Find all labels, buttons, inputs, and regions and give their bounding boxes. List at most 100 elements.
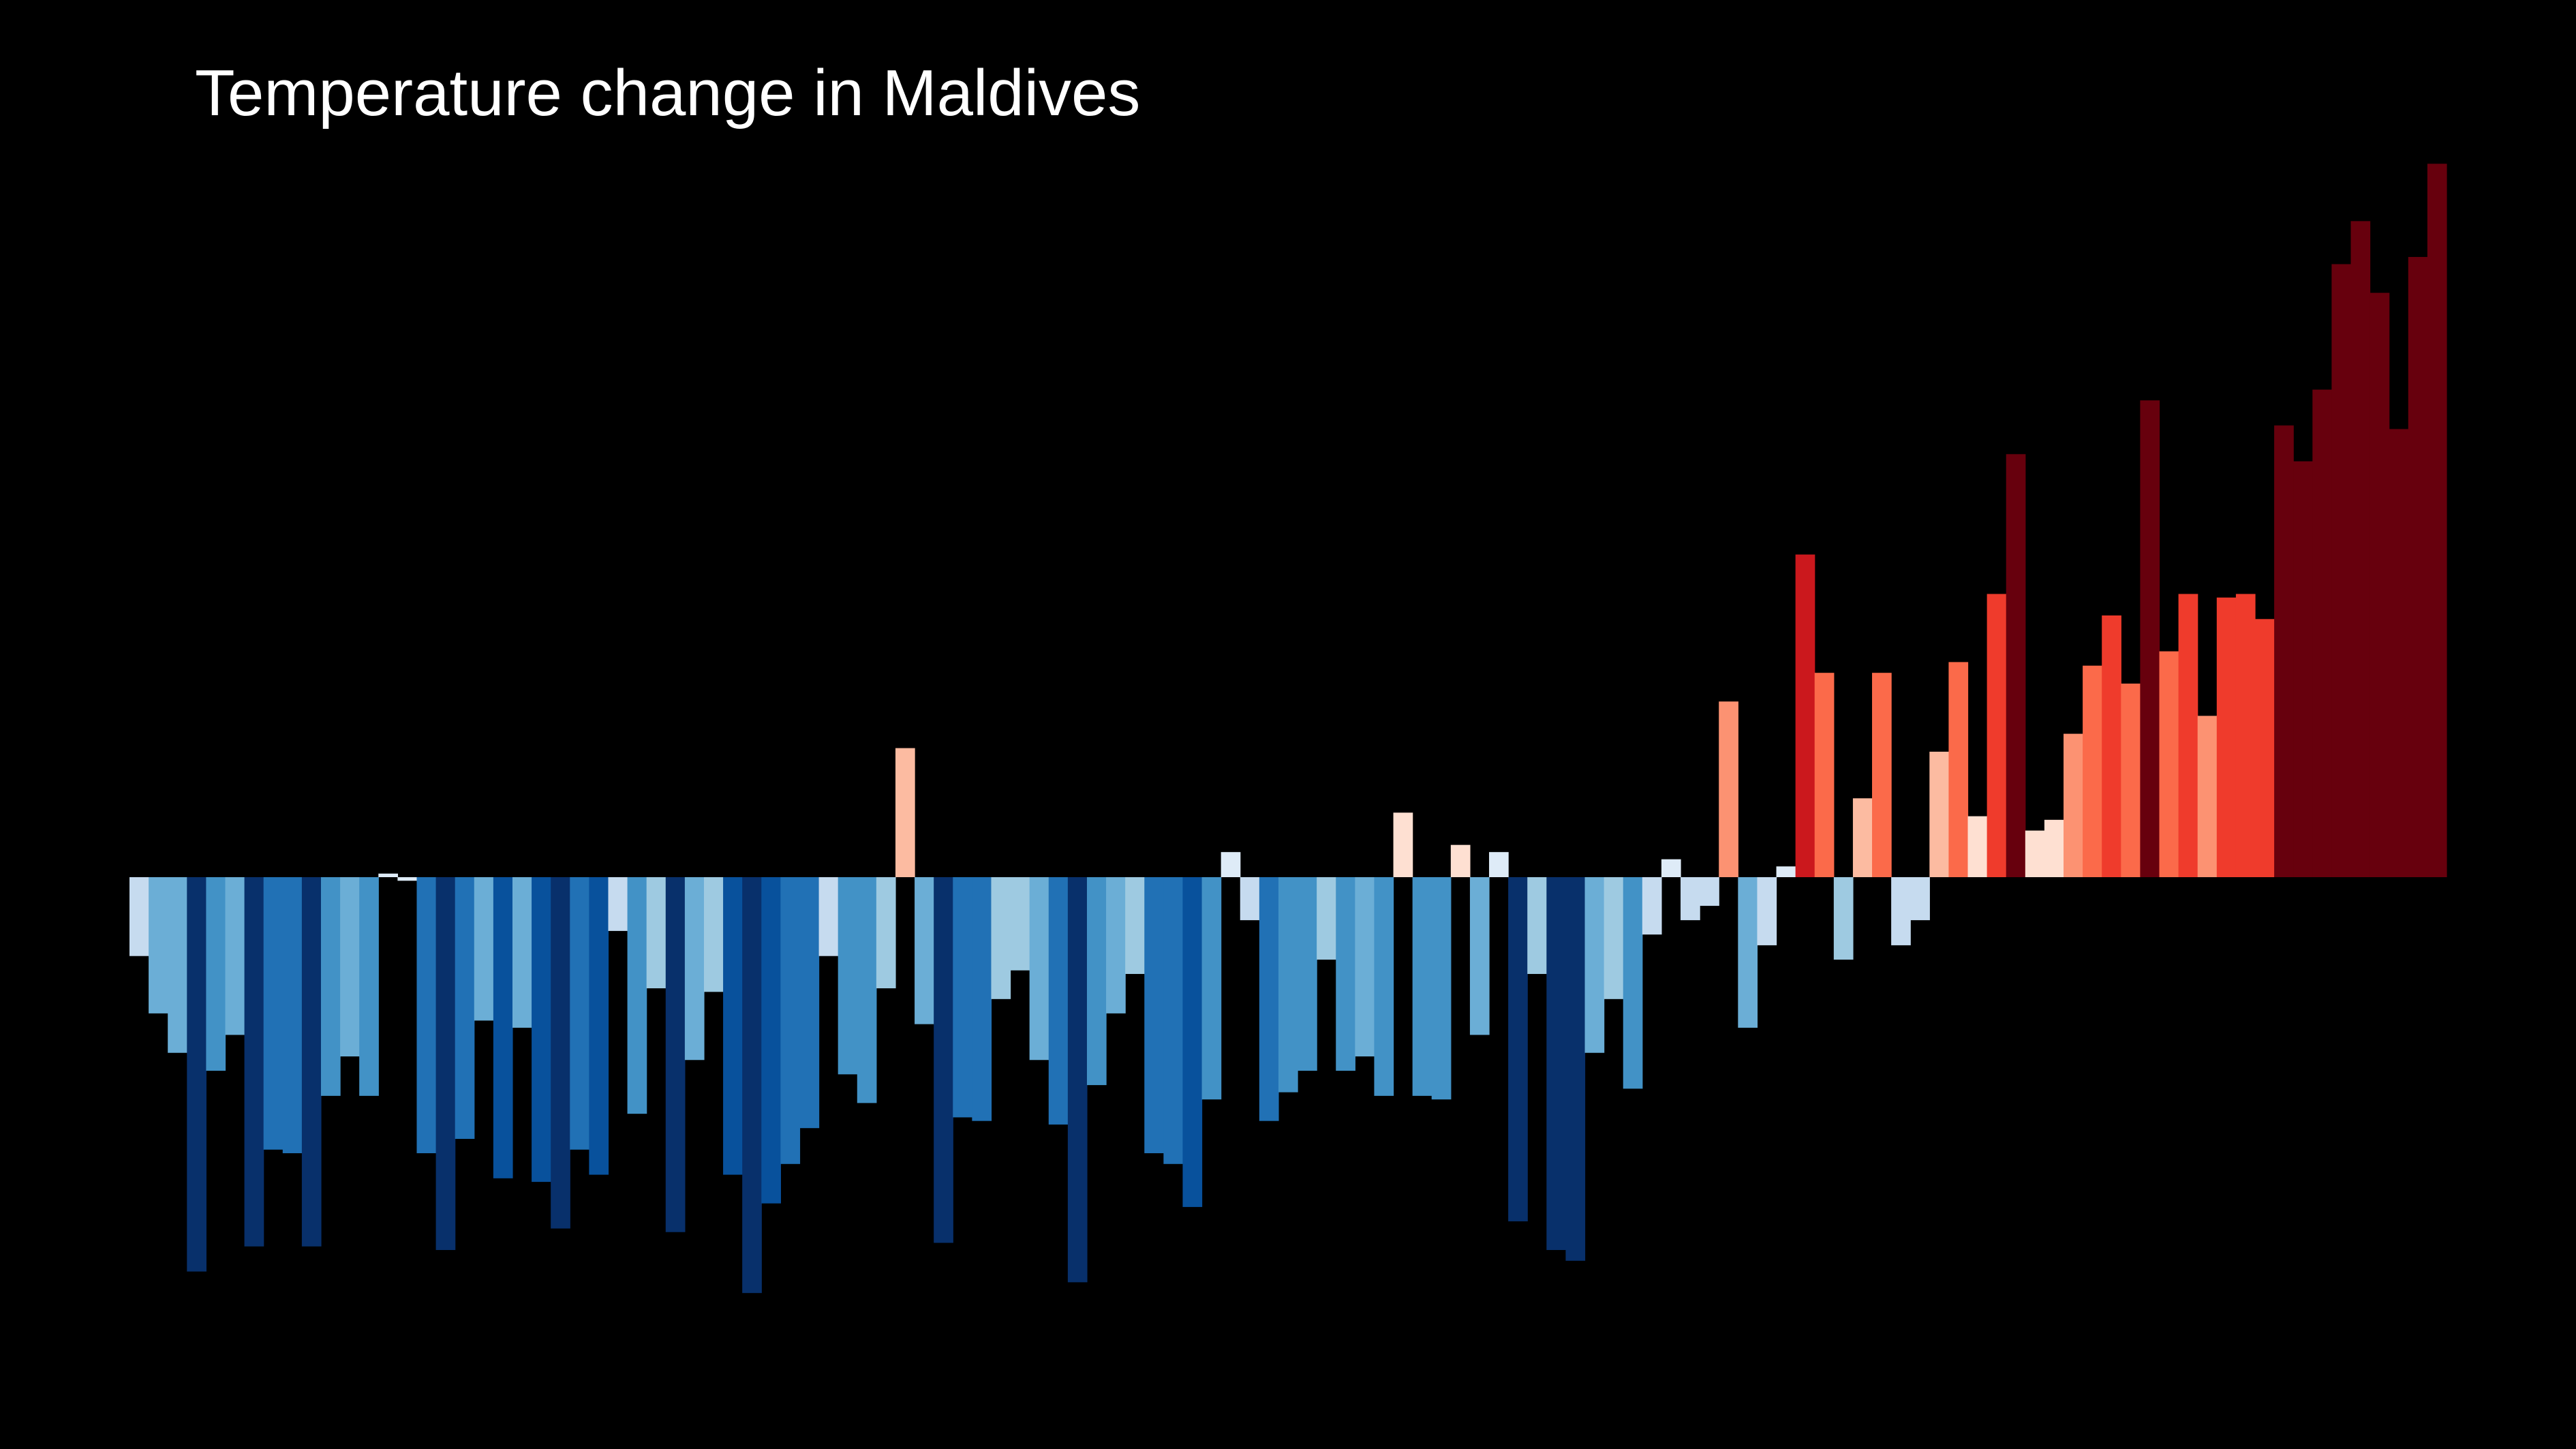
bar-2 (149, 877, 168, 1013)
bar-5 (206, 877, 226, 1071)
bar-46 (991, 877, 1011, 999)
bar-19 (474, 877, 494, 1021)
bar-104 (2102, 615, 2121, 877)
bar-16 (416, 877, 437, 1154)
bar-48 (1029, 877, 1049, 1061)
bar-41 (895, 748, 915, 877)
bar-100 (2025, 830, 2045, 877)
bar-93 (1891, 877, 1911, 945)
bar-18 (455, 877, 475, 1139)
bar-52 (1106, 877, 1126, 1013)
bar-106 (2140, 400, 2160, 877)
bar-51 (1086, 877, 1107, 1086)
bar-66 (1374, 877, 1394, 1096)
bar-116 (2331, 264, 2352, 877)
bar-4 (187, 877, 206, 1272)
bar-13 (359, 877, 379, 1096)
bar-10 (301, 877, 322, 1247)
bar-96 (1948, 662, 1969, 877)
bar-69 (1431, 877, 1452, 1100)
bar-102 (2064, 733, 2083, 877)
bar-101 (2044, 819, 2064, 877)
bar-109 (2197, 716, 2218, 877)
bar-9 (282, 877, 303, 1154)
bar-77 (1584, 877, 1605, 1053)
bar-65 (1355, 877, 1375, 1056)
bar-39 (857, 877, 877, 1103)
bar-64 (1336, 877, 1355, 1071)
bar-78 (1604, 877, 1624, 999)
bar-8 (263, 877, 283, 1150)
bar-107 (2159, 651, 2179, 877)
bar-44 (953, 877, 972, 1118)
bar-56 (1182, 877, 1203, 1207)
bar-50 (1067, 877, 1088, 1283)
bar-32 (723, 877, 743, 1175)
bar-11 (320, 877, 341, 1096)
bar-108 (2178, 594, 2198, 877)
bar-24 (570, 877, 589, 1150)
bar-85 (1738, 877, 1758, 1028)
bar-90 (1833, 877, 1854, 960)
bar-17 (435, 877, 456, 1251)
bar-83 (1700, 877, 1719, 906)
bar-121 (2427, 164, 2447, 877)
bar-30 (684, 877, 705, 1061)
bar-47 (1010, 877, 1030, 971)
bar-12 (340, 877, 360, 1056)
bar-31 (703, 877, 724, 992)
bar-53 (1125, 877, 1145, 975)
bar-75 (1546, 877, 1567, 1251)
bar-68 (1412, 877, 1432, 1096)
bar-84 (1719, 701, 1738, 877)
bar-26 (608, 877, 628, 931)
bar-79 (1623, 877, 1643, 1089)
bar-94 (1910, 877, 1930, 921)
bar-74 (1527, 877, 1547, 975)
bar-58 (1221, 852, 1241, 877)
bar-114 (2293, 461, 2313, 877)
bar-55 (1163, 877, 1184, 1164)
bar-35 (780, 877, 801, 1164)
bar-63 (1317, 877, 1336, 960)
bar-91 (1852, 798, 1873, 877)
bar-43 (934, 877, 953, 1243)
bar-57 (1201, 877, 1222, 1100)
bar-71 (1469, 877, 1490, 1035)
bar-76 (1565, 877, 1586, 1261)
bar-7 (244, 877, 264, 1247)
bar-117 (2350, 221, 2371, 877)
bar-95 (1929, 751, 1950, 877)
bar-3 (168, 877, 187, 1053)
bar-61 (1278, 877, 1298, 1093)
bar-98 (1987, 594, 2007, 877)
bar-25 (589, 877, 609, 1175)
bar-28 (646, 877, 666, 989)
bar-113 (2274, 425, 2294, 877)
bar-112 (2255, 619, 2275, 877)
bar-88 (1795, 554, 1815, 877)
bar-1 (129, 877, 149, 956)
bar-115 (2312, 389, 2333, 877)
bar-59 (1240, 877, 1260, 921)
bar-14 (378, 873, 398, 877)
bar-38 (838, 877, 858, 1075)
bar-27 (627, 877, 647, 1114)
bar-40 (876, 877, 896, 989)
chart-title: Temperature change in Maldives (195, 57, 1141, 129)
bar-80 (1642, 877, 1662, 935)
bar-70 (1450, 844, 1471, 877)
bar-72 (1489, 852, 1509, 877)
bar-49 (1048, 877, 1069, 1125)
bar-series (129, 164, 2447, 1294)
bar-105 (2121, 683, 2141, 877)
bar-111 (2235, 594, 2256, 877)
bar-82 (1681, 877, 1700, 921)
bar-99 (2006, 454, 2026, 877)
bar-36 (799, 877, 820, 1129)
bar-87 (1776, 866, 1796, 877)
bar-54 (1144, 877, 1164, 1154)
bar-73 (1508, 877, 1528, 1221)
bar-37 (818, 877, 839, 956)
bar-33 (742, 877, 762, 1294)
